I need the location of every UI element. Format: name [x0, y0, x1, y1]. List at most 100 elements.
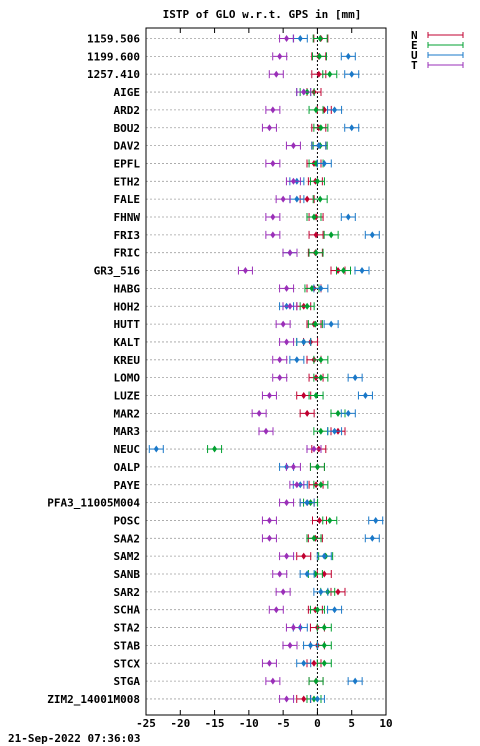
station-label: ETH2 — [114, 175, 141, 188]
data-point-t — [265, 105, 281, 114]
data-point-e — [313, 123, 329, 132]
data-point-e — [312, 195, 328, 204]
data-point-u — [340, 409, 356, 418]
data-point-u — [313, 587, 329, 596]
data-point-u — [364, 230, 380, 239]
x-tick-label: -20 — [170, 717, 190, 730]
data-point-t — [272, 52, 288, 61]
data-point-t — [261, 659, 277, 668]
station-label: SCHA — [114, 604, 141, 617]
data-point-e — [312, 34, 328, 43]
data-point-e — [309, 605, 325, 614]
data-point-e — [316, 641, 332, 650]
legend-label: E — [411, 39, 418, 52]
station-label: STAB — [114, 639, 141, 652]
station-label: ARD2 — [114, 104, 141, 117]
data-point-e — [307, 320, 323, 329]
station-label: HUTT — [114, 318, 141, 331]
data-point-t — [261, 534, 277, 543]
data-point-t — [279, 498, 295, 507]
data-point-u — [357, 391, 373, 400]
data-point-t — [272, 570, 288, 578]
data-point-u — [303, 641, 319, 650]
x-axis: -25 -20 -15 -10 -5 0 5 10 — [136, 28, 393, 730]
data-point-t — [279, 694, 295, 703]
data-point-t — [265, 230, 281, 239]
data-point-e — [311, 52, 327, 61]
data-point-u — [292, 34, 308, 43]
station-label: SANB — [114, 568, 141, 581]
station-label: STA2 — [114, 622, 141, 635]
legend-entry-n: N — [411, 29, 464, 42]
x-tick-label: 0 — [314, 717, 321, 730]
data-point-u — [368, 516, 384, 525]
data-point-u — [354, 266, 370, 275]
data-point-u — [309, 694, 325, 703]
station-label: FRI3 — [114, 229, 141, 242]
data-point-n — [308, 230, 324, 239]
data-point-u — [299, 498, 315, 507]
data-point-t — [265, 213, 281, 221]
data-point-n — [330, 587, 346, 596]
data-point-e — [313, 480, 329, 489]
station-label: POSC — [114, 514, 141, 527]
station-label: 1257.410 — [87, 68, 140, 81]
station-label: STCX — [114, 657, 141, 670]
station-label: EPFL — [114, 157, 141, 170]
plot-frame — [145, 27, 387, 716]
data-point-u — [327, 427, 343, 436]
data-point-e — [316, 623, 332, 632]
data-point-u — [316, 159, 332, 168]
station-label: SAR2 — [114, 586, 141, 599]
data-point-t — [279, 337, 295, 346]
legend-entry-t: T — [411, 59, 464, 72]
data-point-t — [296, 88, 312, 97]
station-label: 1159.506 — [87, 33, 140, 46]
legend-entry-u: U — [411, 49, 464, 62]
data-point-t — [261, 391, 277, 400]
station-label: DAV2 — [114, 140, 141, 153]
station-label: KREU — [114, 354, 141, 367]
x-tick-label: 5 — [348, 717, 355, 730]
data-point-e — [313, 427, 329, 436]
station-label: FHNW — [114, 211, 141, 224]
station-label: NEUC — [114, 443, 141, 456]
data-point-n — [299, 409, 315, 418]
station-label: ZIM2_14001M008 — [47, 693, 140, 706]
data-point-e — [308, 677, 324, 686]
data-point-e — [299, 302, 315, 311]
legend-label: T — [411, 59, 418, 72]
x-tick-label: -10 — [239, 717, 259, 730]
data-point-e — [335, 266, 351, 275]
station-label: SAM2 — [114, 550, 141, 563]
data-point-u — [323, 320, 339, 329]
data-point-e — [313, 355, 329, 364]
data-point-t — [268, 605, 284, 614]
data-point-t — [289, 480, 305, 489]
data-point-t — [285, 177, 301, 186]
data-point-t — [237, 266, 253, 275]
data-point-e — [308, 248, 324, 257]
data-point-u — [347, 677, 363, 686]
station-label: HOH2 — [114, 300, 141, 313]
data-point-u — [344, 70, 360, 79]
legend-entry-e: E — [411, 39, 464, 52]
data-point-u — [347, 373, 363, 382]
station-label: OALP — [114, 461, 141, 474]
data-point-t — [251, 409, 267, 418]
data-point-e — [309, 462, 325, 471]
data-point-t — [272, 355, 288, 364]
station-label: MAR3 — [114, 425, 141, 438]
data-point-t — [258, 427, 274, 436]
data-point-e — [207, 445, 223, 454]
data-point-u — [340, 213, 356, 221]
data-point-e — [306, 213, 322, 221]
data-point-t — [279, 284, 295, 293]
data-point-u — [311, 141, 327, 150]
station-label: FALE — [114, 193, 141, 206]
station-label: GR3_516 — [94, 265, 141, 278]
station-label: SAA2 — [114, 532, 141, 545]
data-point-u — [316, 552, 332, 561]
x-tick-label: -5 — [277, 717, 290, 730]
